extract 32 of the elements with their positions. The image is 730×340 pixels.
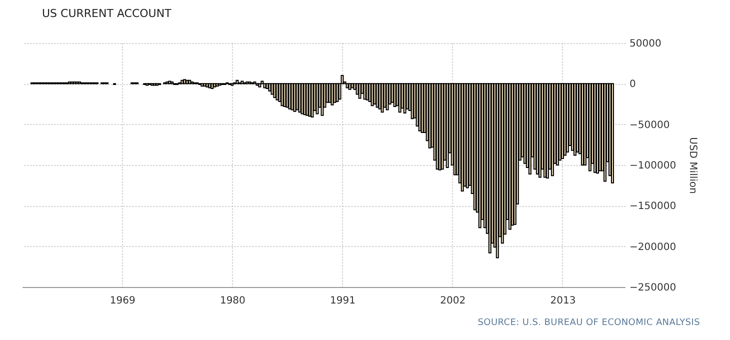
- bar: [258, 83, 262, 88]
- y-axis-title: USD Million: [687, 137, 698, 194]
- bar: [260, 80, 264, 84]
- x-tick-label: 1969: [110, 296, 136, 306]
- bar: [206, 83, 209, 88]
- bar: [348, 83, 352, 90]
- bar: [266, 83, 269, 90]
- bar: [240, 80, 244, 84]
- bar: [320, 83, 324, 116]
- x-tick-label: 1991: [330, 296, 356, 306]
- bar: [200, 83, 204, 87]
- bar: [210, 83, 214, 90]
- x-tick-label: 2002: [440, 296, 466, 306]
- y-tick-label: −200000: [630, 242, 676, 253]
- bar: [358, 83, 362, 99]
- y-tick-label: −50000: [630, 120, 670, 131]
- x-tick-label: 1980: [220, 296, 246, 306]
- x-tick-label: 2013: [550, 296, 576, 306]
- y-tick-label: 0: [630, 79, 636, 90]
- bar: [188, 80, 192, 84]
- bar: [216, 83, 219, 87]
- y-tick-label: −100000: [630, 160, 676, 172]
- bar: [610, 83, 614, 184]
- source-note: SOURCE: U.S. BUREAU OF ECONOMIC ANALYSIS: [478, 318, 700, 328]
- bar: [213, 83, 216, 88]
- bar: [183, 79, 186, 84]
- y-tick-label: −150000: [630, 201, 676, 212]
- y-tick-label: −250000: [630, 282, 676, 294]
- chart-title: US CURRENT ACCOUNT: [42, 7, 172, 20]
- y-tick-label: 50000: [630, 38, 662, 50]
- bar: [236, 80, 239, 84]
- bar: [203, 83, 206, 87]
